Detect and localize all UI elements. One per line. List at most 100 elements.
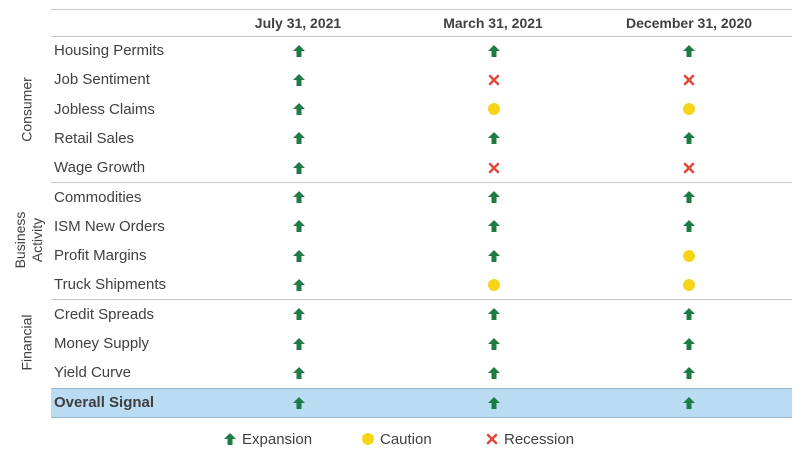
x-icon [683,162,695,173]
up-arrow-icon [683,132,695,145]
legend-label: Caution [380,430,432,448]
row-label: Profit Margins [54,247,147,265]
signal-cell [484,329,504,358]
signal-cell [679,36,699,65]
signal-cell [679,183,699,212]
group-divider [51,299,792,300]
table-row: Truck Shipments [51,270,792,299]
group-divider [51,182,792,183]
row-label: Housing Permits [54,42,165,59]
signal-cell [679,329,699,358]
table-row: Housing Permits [51,36,792,65]
group-label-text: Business Activity [12,211,45,269]
column-header-december-2020: December 31, 2020 [625,15,753,31]
signal-cell [679,358,699,387]
table-row: Wage Growth [51,153,792,182]
row-label: Truck Shipments [54,276,166,294]
signal-cell [289,212,309,241]
up-arrow-icon [293,191,305,203]
top-rule [51,9,792,10]
x-icon [485,432,499,446]
overall-signal-row: Overall Signal [51,388,792,418]
row-label: Wage Growth [54,159,146,177]
legend-caution: Caution [361,428,432,450]
x-icon [683,74,695,86]
table-row: Credit Spreads [51,300,792,329]
legend-recession: Recession [485,428,574,450]
row-label: Yield Curve [54,364,131,382]
signal-cell [289,65,309,94]
up-arrow-icon [488,44,500,57]
signal-cell [679,153,699,182]
table-row: Money Supply [51,329,792,358]
up-arrow-icon [293,44,305,57]
signal-cell [484,36,504,65]
signal-cell [484,358,504,387]
signal-cell [679,95,699,124]
up-arrow-icon [293,103,305,116]
signal-cell [289,241,309,270]
x-icon [486,433,498,445]
up-arrow-icon [488,337,500,350]
legend-label: Recession [504,430,575,448]
row-label: Commodities [54,188,142,206]
circle-icon [488,278,500,291]
signal-cell [679,270,699,299]
row-label: Retail Sales [54,129,135,147]
signal-cell [679,241,699,270]
signal-cell [679,65,699,94]
up-arrow-icon [488,366,500,379]
signal-cell [484,153,504,182]
up-arrow-icon [224,433,236,445]
signal-cell [679,300,699,329]
signal-cell [289,270,309,299]
signal-cell [289,153,309,182]
table-row: Yield Curve [51,358,792,387]
x-icon [488,74,500,86]
signal-cell [484,124,504,153]
table-row: ISM New Orders [51,212,792,241]
table-row: Commodities [51,183,792,212]
up-arrow-icon [293,249,305,262]
x-icon [488,162,500,173]
up-arrow-icon [293,337,305,350]
signal-cell [289,95,309,124]
signal-cell [289,329,309,358]
signal-cell [484,212,504,241]
signal-cell [289,183,309,212]
signal-cell [484,65,504,94]
signal-cell [289,36,309,65]
signal-cell [679,212,699,241]
up-arrow-icon [683,220,695,233]
column-header-july-2021: July 31, 2021 [254,15,342,31]
legend-label: Expansion [242,430,313,448]
up-arrow-icon [488,132,500,145]
signal-cell [289,389,309,417]
up-arrow-icon [683,397,695,409]
column-header-march-2021: March 31, 2021 [443,15,543,31]
signal-cell [484,241,504,270]
group-label-consumer: Consumer [18,77,35,142]
group-label-financial: Financial [18,314,35,371]
up-arrow-icon [488,191,500,203]
up-arrow-icon [488,249,500,262]
up-arrow-icon [683,308,695,321]
table-row: Job Sentiment [51,65,792,94]
up-arrow-icon [488,308,500,321]
row-label: Money Supply [54,335,150,352]
row-label: Credit Spreads [54,305,155,323]
signal-cell [484,95,504,124]
up-arrow-icon [293,397,305,409]
circle-icon [488,103,500,116]
signal-cell [289,300,309,329]
signal-cell [484,389,504,417]
circle-icon [362,433,374,445]
row-label: Job Sentiment [54,71,150,89]
circle-icon [683,249,695,262]
up-arrow-icon [293,132,305,145]
signal-cell [679,389,699,417]
row-label: Jobless Claims [54,100,155,118]
up-arrow-icon [683,366,695,379]
up-arrow-icon [293,220,305,233]
